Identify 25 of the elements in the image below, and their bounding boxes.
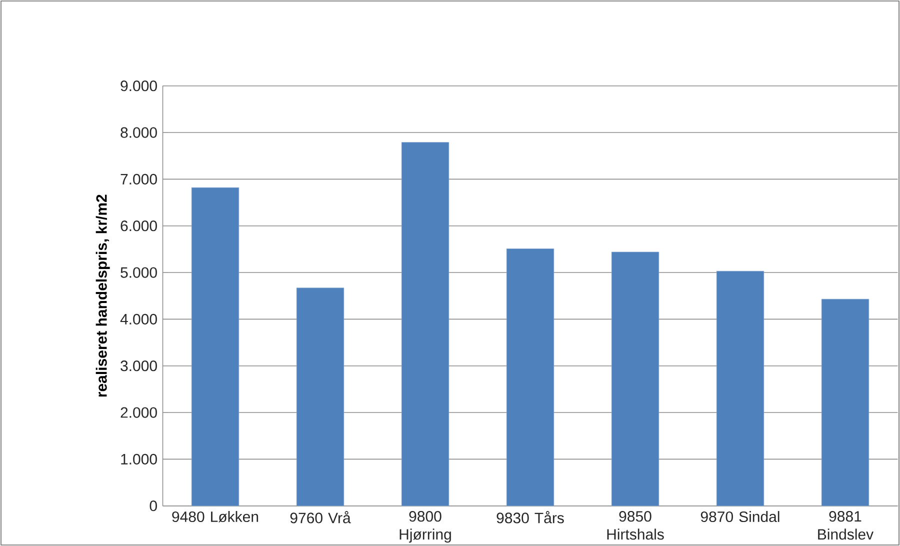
y-tick-label: 2.000 [120,407,157,418]
x-tick-label: 9800 Hjørring [400,511,451,543]
x-tick-label: 9881 Bindslev [818,511,874,540]
y-tick-label: 6.000 [120,220,157,232]
bar [611,252,660,506]
bar [191,187,240,506]
bar [821,298,870,506]
x-tick-label: 9480 Løkken [172,511,258,522]
bar [506,248,554,506]
y-tick-label: 9.000 [120,80,157,92]
y-tick-label: 4.000 [120,314,157,324]
bar [401,142,450,506]
y-tick-label: 1.000 [121,454,157,464]
y-axis-title: realiseret handelspris, kr/m2 [96,194,110,397]
bar [716,270,764,506]
x-tick-label: 9760 Vrå [290,511,351,524]
y-tick-label: 8.000 [120,127,157,138]
y-tick-label: 7.000 [120,174,157,184]
y-tick-label: 0 [150,500,157,512]
bar [296,288,344,506]
y-tick-label: 5.000 [120,267,157,278]
x-tick-label: 9830 Tårs [496,511,564,524]
x-tick-label: 9870 Sindal [700,511,780,522]
y-tick-label: 3.000 [120,360,157,372]
x-tick-label: 9850 Hirtshals [607,511,664,540]
